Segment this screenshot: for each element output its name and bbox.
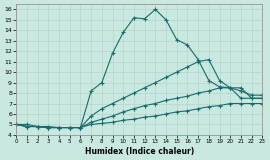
X-axis label: Humidex (Indice chaleur): Humidex (Indice chaleur) [85,147,194,156]
